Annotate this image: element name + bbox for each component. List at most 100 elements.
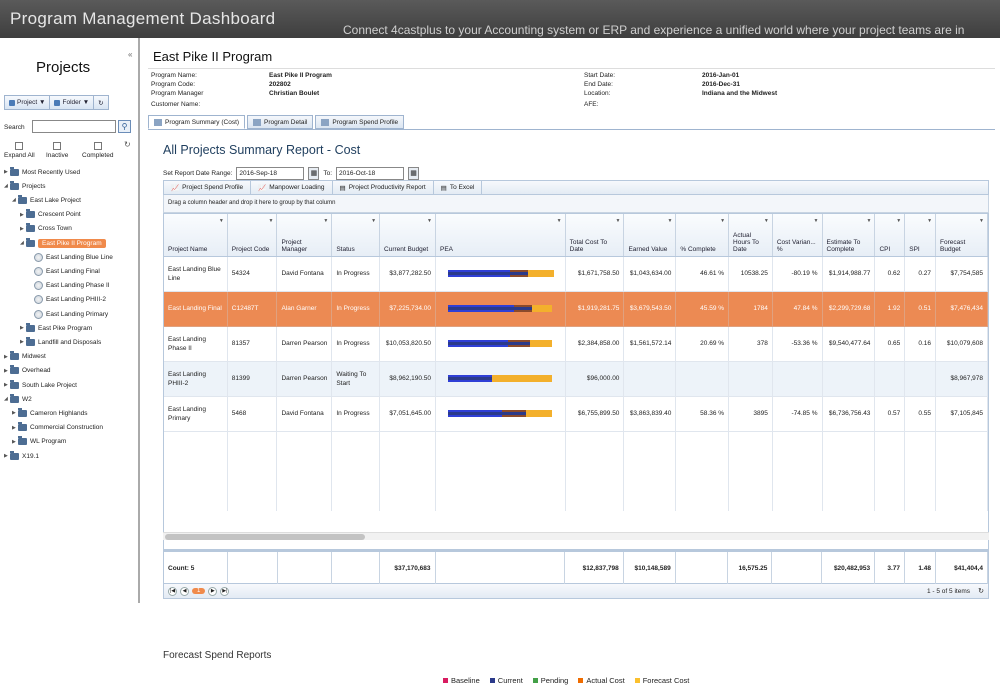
column-menu-icon[interactable]: ▼ bbox=[813, 218, 819, 224]
expand-toggle-icon[interactable]: ▶ bbox=[20, 225, 24, 232]
column-header[interactable]: Forecast Budget ▼ bbox=[935, 214, 988, 257]
column-menu-icon[interactable]: ▼ bbox=[763, 218, 769, 224]
prev-page-icon[interactable]: ◀ bbox=[180, 586, 189, 596]
expand-toggle-icon[interactable]: ▶ bbox=[12, 438, 16, 445]
expand-toggle-icon[interactable]: ▶ bbox=[4, 353, 8, 360]
tab-program-detail[interactable]: Program Detail bbox=[247, 115, 314, 129]
column-header[interactable]: Status ▼ bbox=[331, 214, 381, 257]
folder-menu-button[interactable]: Folder ▼ bbox=[50, 96, 95, 109]
search-input[interactable] bbox=[32, 120, 116, 133]
legend-item[interactable]: Current bbox=[489, 676, 523, 685]
expand-all-checkbox[interactable]: Expand All bbox=[4, 142, 35, 159]
column-header[interactable]: PEA ▼ bbox=[435, 214, 566, 257]
table-row[interactable]: East Landing PHIII-2 81399 Darren Pearson W… bbox=[164, 361, 988, 397]
collapse-icon[interactable]: « bbox=[128, 50, 133, 59]
tree-node[interactable]: ◢ East Lake Project bbox=[12, 194, 81, 206]
column-menu-icon[interactable]: ▼ bbox=[866, 218, 872, 224]
column-menu-icon[interactable]: ▼ bbox=[979, 218, 984, 224]
project-spend-profile-button[interactable]: 📈 Project Spend Profile bbox=[164, 181, 252, 194]
tree-node[interactable]: ▶ Landfill and Disposals bbox=[20, 336, 101, 348]
expand-toggle-icon[interactable]: ◢ bbox=[20, 240, 24, 246]
tree-node[interactable]: ▶ Commercial Construction bbox=[12, 422, 103, 434]
current-page[interactable]: 1 bbox=[192, 588, 206, 594]
tree-node[interactable]: East Landing Final bbox=[28, 265, 100, 277]
expand-toggle-icon[interactable]: ▶ bbox=[4, 382, 8, 388]
group-drop-area[interactable]: Drag a column header and drop it here to… bbox=[163, 195, 989, 213]
column-menu-icon[interactable]: ▼ bbox=[268, 218, 274, 224]
expand-toggle-icon[interactable]: ▶ bbox=[20, 325, 24, 332]
tree-node[interactable]: ◢ Projects bbox=[4, 180, 45, 192]
column-menu-icon[interactable]: ▼ bbox=[615, 218, 621, 224]
manpower-loading-button[interactable]: 📈 Manpower Loading bbox=[251, 181, 333, 194]
column-menu-icon[interactable]: ▼ bbox=[427, 218, 432, 224]
tree-node[interactable]: ◢ East Pike II Program bbox=[20, 237, 106, 249]
expand-toggle-icon[interactable]: ▶ bbox=[20, 211, 24, 218]
tree-node[interactable]: East Landing Phase II bbox=[28, 280, 110, 292]
expand-toggle-icon[interactable]: ▶ bbox=[12, 410, 16, 417]
table-row[interactable]: East Landing Blue Line 54324 David Fontana… bbox=[164, 256, 988, 292]
tree-node[interactable]: ◢ W2 bbox=[4, 393, 32, 405]
column-menu-icon[interactable]: ▼ bbox=[720, 218, 726, 224]
tree-node[interactable]: ▶ Cameron Highlands bbox=[12, 407, 87, 419]
to-date-input[interactable]: 2016-Oct-18 bbox=[336, 167, 405, 180]
expand-toggle-icon[interactable]: ◢ bbox=[12, 197, 16, 204]
column-menu-icon[interactable]: ▼ bbox=[218, 218, 224, 224]
refresh-button[interactable]: ↻ bbox=[94, 96, 107, 109]
calendar-icon[interactable]: ▦ bbox=[308, 167, 320, 180]
tree-node[interactable]: ▶ WL Program bbox=[12, 436, 66, 448]
column-header[interactable]: Cost Varian... % ▼ bbox=[772, 214, 823, 257]
expand-toggle-icon[interactable]: ◢ bbox=[4, 396, 8, 403]
column-header[interactable]: Total Cost To Date ▼ bbox=[565, 214, 625, 257]
completed-checkbox[interactable]: Completed bbox=[82, 142, 113, 159]
horizontal-scrollbar[interactable] bbox=[163, 532, 989, 540]
column-header[interactable]: Earned Value ▼ bbox=[623, 214, 677, 257]
search-icon[interactable]: ⚲ bbox=[118, 120, 131, 133]
tree-node[interactable]: ▶ Cross Town bbox=[20, 223, 72, 235]
column-header[interactable]: % Complete ▼ bbox=[675, 214, 730, 257]
tree-node[interactable]: ▶ Most Recently Used bbox=[4, 166, 80, 178]
column-menu-icon[interactable]: ▼ bbox=[667, 218, 673, 224]
tree-node[interactable]: ▶ Overhead bbox=[4, 365, 51, 377]
table-row[interactable]: East Landing Final C12487T Alan Garner In P… bbox=[164, 291, 988, 327]
tab-program-spend-profile[interactable]: Program Spend Profile bbox=[315, 115, 405, 129]
expand-toggle-icon[interactable]: ▶ bbox=[4, 367, 8, 374]
legend-item[interactable]: Forecast Cost bbox=[634, 676, 689, 685]
column-header[interactable]: Actual Hours To Date ▼ bbox=[728, 214, 773, 257]
tree-node[interactable]: ▶ X19.1 bbox=[4, 450, 39, 462]
tree-node[interactable]: East Landing PHIII-2 bbox=[28, 294, 106, 306]
column-header[interactable]: CPI ▼ bbox=[874, 214, 906, 257]
tab-program-summary[interactable]: Program Summary (Cost) bbox=[148, 115, 246, 129]
tree-node[interactable]: ▶ East Pike Program bbox=[20, 322, 92, 334]
tree-node[interactable]: ▶ Crescent Point bbox=[20, 209, 81, 221]
column-menu-icon[interactable]: ▼ bbox=[371, 218, 377, 224]
column-menu-icon[interactable]: ▼ bbox=[927, 218, 933, 224]
column-header[interactable]: Project Manager ▼ bbox=[276, 214, 333, 257]
first-page-icon[interactable]: |◀ bbox=[168, 586, 177, 596]
tree-node[interactable]: East Landing Primary bbox=[28, 308, 108, 320]
reload-icon[interactable]: ↻ bbox=[978, 588, 984, 595]
expand-toggle-icon[interactable]: ▶ bbox=[12, 424, 16, 431]
project-productivity-button[interactable]: ▤ Project Productivity Report bbox=[333, 181, 434, 194]
reset-icon[interactable]: ↻ bbox=[124, 140, 131, 149]
column-header[interactable]: SPI ▼ bbox=[904, 214, 937, 257]
tree-node[interactable]: ▶ Midwest bbox=[4, 351, 46, 363]
next-page-icon[interactable]: ▶ bbox=[208, 586, 218, 596]
tree-node[interactable]: East Landing Blue Line bbox=[28, 251, 113, 263]
expand-toggle-icon[interactable]: ▶ bbox=[20, 339, 24, 346]
calendar-icon[interactable]: ▦ bbox=[408, 167, 420, 180]
column-header[interactable]: Project Code ▼ bbox=[227, 214, 278, 257]
column-header[interactable]: Estimate To Complete ▼ bbox=[822, 214, 876, 257]
table-row[interactable]: East Landing Primary 5468 David Fontana In … bbox=[164, 396, 988, 432]
from-date-input[interactable]: 2016-Sep-18 bbox=[236, 167, 305, 180]
inactive-checkbox[interactable]: Inactive bbox=[46, 142, 68, 159]
legend-item[interactable]: Actual Cost bbox=[578, 676, 625, 685]
column-menu-icon[interactable]: ▼ bbox=[556, 218, 562, 224]
column-header[interactable]: Current Budget ▼ bbox=[379, 214, 436, 257]
table-row[interactable]: East Landing Phase II 81357 Darren Pearson… bbox=[164, 326, 988, 362]
column-menu-icon[interactable]: ▼ bbox=[323, 218, 329, 224]
to-excel-button[interactable]: ▤ To Excel bbox=[434, 181, 483, 194]
column-header[interactable]: Project Name ▼ bbox=[164, 214, 228, 257]
scroll-thumb[interactable] bbox=[165, 534, 365, 540]
expand-toggle-icon[interactable]: ▶ bbox=[4, 169, 8, 175]
last-page-icon[interactable]: ▶| bbox=[220, 586, 230, 596]
